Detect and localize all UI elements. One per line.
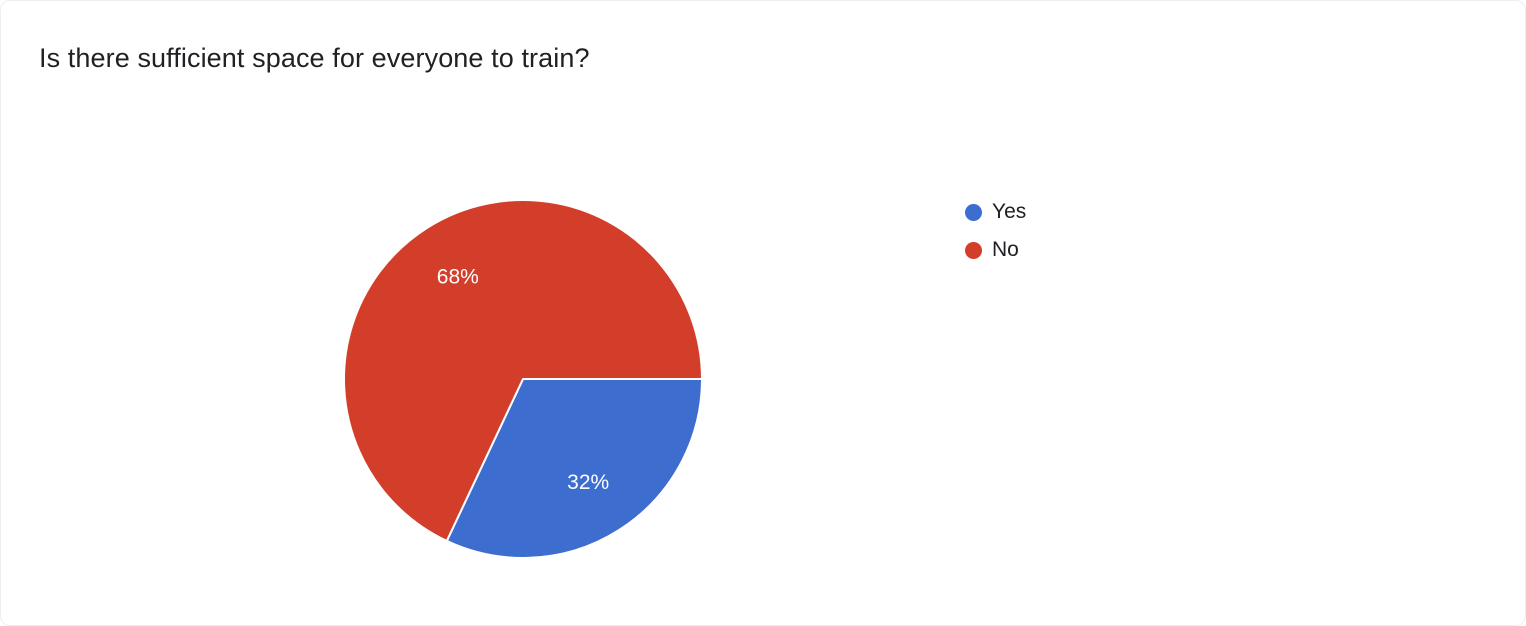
legend-item-yes: Yes	[965, 200, 1026, 224]
pie-chart-svg: 32% 68%	[343, 199, 703, 559]
legend-label-yes: Yes	[992, 200, 1027, 223]
chart-title: Is there sufficient space for everyone t…	[39, 43, 590, 73]
pie-slice-label: 32%	[567, 471, 609, 494]
legend-swatch-no-icon	[965, 241, 982, 259]
pie-slice-yes	[445, 378, 703, 559]
legend: Yes No	[965, 200, 1026, 276]
pie-slice-no	[343, 199, 703, 542]
legend-item-no: No	[965, 238, 1026, 262]
pie-slice-label: 68%	[437, 266, 479, 289]
legend-swatch-yes-icon	[965, 203, 982, 221]
legend-label-no: No	[992, 238, 1019, 261]
pie-chart: 32% 68%	[342, 198, 704, 560]
